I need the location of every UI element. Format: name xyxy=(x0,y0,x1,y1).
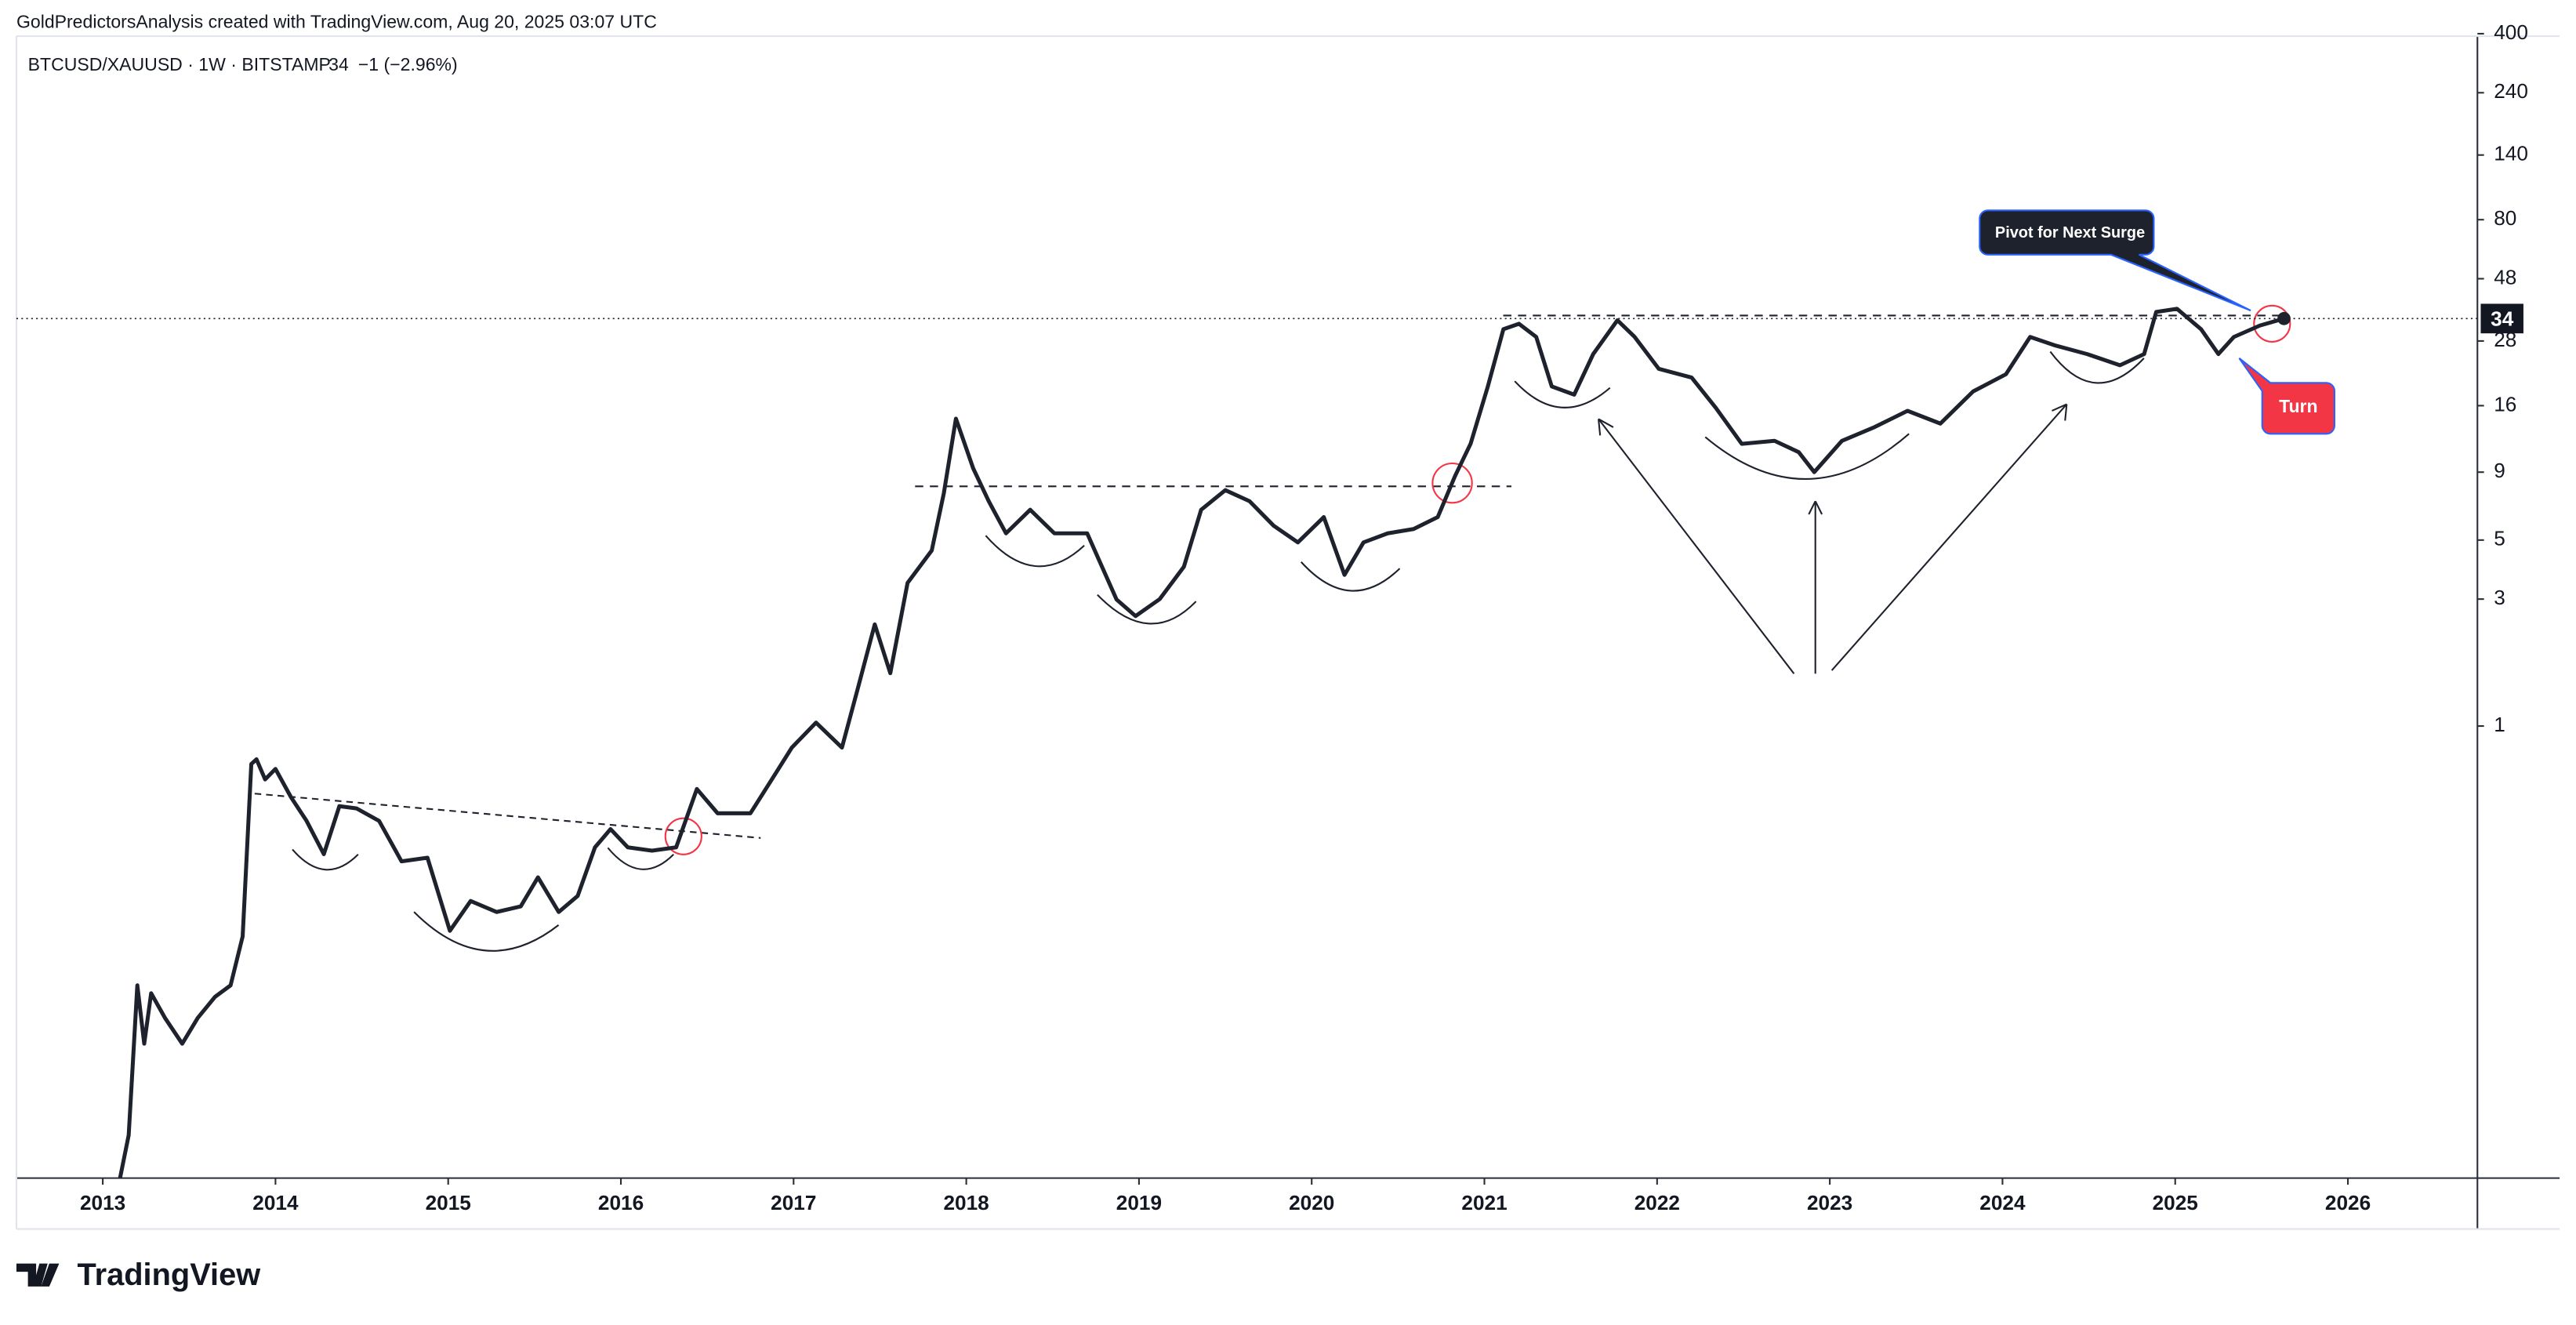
x-tick-label: 2013 xyxy=(80,1191,125,1214)
y-tick-label: 48 xyxy=(2494,265,2516,289)
arc xyxy=(607,847,674,870)
x-tick-label: 2014 xyxy=(252,1191,299,1214)
arrow-head xyxy=(1808,500,1823,515)
x-tick-label: 2024 xyxy=(1979,1191,2026,1214)
y-tick-label: 9 xyxy=(2494,459,2505,482)
drawings xyxy=(254,314,2284,952)
y-tick-label: 16 xyxy=(2494,392,2516,416)
callout-box xyxy=(1979,209,2251,312)
y-tick-label: 5 xyxy=(2494,527,2505,550)
price-line xyxy=(118,307,2285,1179)
x-tick-label: 2020 xyxy=(1289,1191,1334,1214)
logo-text: TradingView xyxy=(77,1258,261,1292)
callout-text: Turn xyxy=(2279,396,2318,416)
last-price-label: 34 xyxy=(2491,307,2514,330)
highlight-circle xyxy=(1431,462,1473,504)
last-point xyxy=(2277,311,2291,325)
arc xyxy=(413,911,560,952)
arc xyxy=(985,535,1085,568)
arrow-head xyxy=(2052,403,2068,421)
x-tick-label: 2017 xyxy=(771,1191,816,1214)
logo: TradingView xyxy=(16,1258,261,1292)
logo-mark xyxy=(16,1263,60,1287)
y-tick-label: 140 xyxy=(2494,142,2528,165)
arrow-head xyxy=(1598,418,1614,436)
author-line: GoldPredictorsAnalysis created with Trad… xyxy=(16,11,657,31)
arc xyxy=(1300,561,1401,592)
highlight-circle xyxy=(2253,304,2291,343)
x-tick-label: 2026 xyxy=(2325,1191,2371,1214)
legend-change: −1 (−2.96%) xyxy=(358,54,458,74)
y-tick-label: 80 xyxy=(2494,206,2516,230)
x-tick-label: 2022 xyxy=(1634,1191,1680,1214)
x-tick-label: 2015 xyxy=(426,1191,471,1214)
y-tick-label: 400 xyxy=(2494,20,2528,44)
x-tick-label: 2018 xyxy=(943,1191,989,1214)
x-tick-label: 2025 xyxy=(2153,1191,2198,1214)
x-tick-label: 2019 xyxy=(1116,1191,1162,1214)
legend-last: 34 xyxy=(328,54,349,74)
y-tick-label: 1 xyxy=(2494,713,2505,736)
arc xyxy=(1514,380,1611,408)
trend-line xyxy=(254,793,761,839)
arc xyxy=(1704,433,1910,480)
y-tick-label: 240 xyxy=(2494,79,2528,103)
x-tick-label: 2021 xyxy=(1461,1191,1507,1214)
x-tick-label: 2023 xyxy=(1807,1191,1852,1214)
callout-text: Pivot for Next Surge xyxy=(1995,224,2145,241)
arc xyxy=(2049,350,2145,384)
highlight-circle xyxy=(664,817,702,855)
arrow xyxy=(1830,403,2068,671)
x-tick-label: 2016 xyxy=(598,1191,644,1214)
arc xyxy=(1097,594,1197,625)
callout-box xyxy=(2238,358,2335,435)
symbol-legend: BTCUSD/XAUUSD · 1W · BITSTAMP xyxy=(28,54,331,74)
y-tick-label: 3 xyxy=(2494,586,2505,609)
arc xyxy=(292,848,359,871)
arrow xyxy=(1598,418,1795,674)
last-price-box xyxy=(2480,303,2523,334)
highlight-circles xyxy=(664,304,2291,855)
